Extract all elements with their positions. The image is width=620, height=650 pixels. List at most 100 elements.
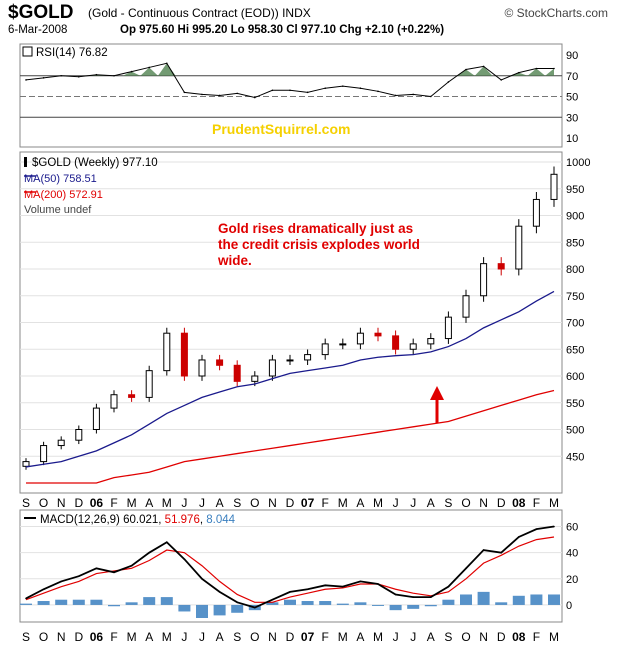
- rsi-point: [236, 92, 238, 95]
- annotation-text: Gold rises dramatically just as: [218, 221, 413, 236]
- macd-x-axis-label: M: [162, 630, 172, 644]
- rsi-point: [377, 90, 379, 93]
- x-axis-label: O: [39, 496, 48, 510]
- price-candle-body: [145, 370, 153, 398]
- macd-tick-label: 20: [566, 574, 578, 586]
- price-tick-label: 750: [566, 291, 584, 303]
- macd-point: [60, 580, 62, 583]
- x-axis-label: D: [497, 496, 506, 510]
- macd-point: [78, 575, 80, 577]
- macd-x-axis-label: M: [373, 630, 383, 644]
- macd-tick-label: 0: [566, 600, 572, 612]
- price-legend-marker: [24, 157, 27, 167]
- macd-x-axis-label: J: [181, 630, 187, 644]
- rsi-point: [271, 89, 274, 92]
- macd-point: [377, 583, 379, 585]
- x-axis-label: F: [110, 496, 117, 510]
- macd-x-axis-label: S: [233, 630, 241, 644]
- rsi-point: [324, 87, 327, 89]
- x-axis-label: S: [444, 496, 452, 510]
- macd-x-axis-label: 06: [90, 630, 104, 644]
- price-candle-body: [233, 364, 241, 382]
- rsi-point: [465, 68, 467, 71]
- price-candle-body: [92, 407, 100, 431]
- macd-x-axis-label: F: [533, 630, 540, 644]
- macd-line: [25, 525, 555, 609]
- price-candle-body: [22, 461, 30, 467]
- price-candle-body: [532, 198, 540, 227]
- x-axis-label: N: [57, 496, 66, 510]
- macd-x-axis-label: D: [74, 630, 83, 644]
- x-axis-label: F: [322, 496, 329, 510]
- annotation-text: wide.: [217, 253, 252, 268]
- macd-histogram-bar: [90, 599, 103, 605]
- macd-x-axis-label: J: [393, 630, 399, 644]
- rsi-point: [254, 96, 256, 99]
- ma200-legend: MA(200) 572.91: [24, 189, 103, 201]
- annotation-arrow-head: [430, 386, 444, 400]
- price-candle-body: [409, 343, 417, 350]
- x-axis-label: J: [181, 496, 187, 510]
- x-axis-label: M: [373, 496, 383, 510]
- macd-x-axis-label: A: [427, 630, 435, 644]
- price-tick-label: 500: [566, 425, 584, 437]
- chart-description: (Gold - Continuous Contract (EOD)) INDX: [88, 6, 311, 20]
- x-axis-label: J: [199, 496, 205, 510]
- rsi-point: [183, 91, 186, 94]
- macd-x-axis-label: A: [216, 630, 224, 644]
- macd-histogram-bar: [548, 594, 560, 605]
- x-axis-label: A: [356, 496, 364, 510]
- x-axis-label: S: [233, 496, 241, 510]
- macd-x-axis-label: A: [356, 630, 364, 644]
- price-candle-body: [198, 359, 206, 377]
- macd-point: [394, 593, 397, 596]
- macd-histogram-bar: [231, 604, 244, 613]
- macd-x-axis-label: J: [410, 630, 416, 644]
- rsi-point: [113, 74, 115, 77]
- price-tick-label: 700: [566, 318, 584, 330]
- macd-x-axis-label: A: [145, 630, 153, 644]
- macd-x-axis-label: S: [22, 630, 30, 644]
- macd-point: [148, 551, 150, 554]
- macd-tick-label: 40: [566, 548, 578, 560]
- price-candle-body: [480, 263, 488, 297]
- x-axis-label: 07: [301, 496, 315, 510]
- macd-point: [166, 541, 168, 544]
- rsi-point: [289, 89, 291, 92]
- macd-tick-label: 60: [566, 522, 578, 534]
- macd-point: [130, 564, 133, 567]
- macd-point: [430, 596, 432, 598]
- price-tick-label: 900: [566, 211, 584, 223]
- macd-histogram-bar: [55, 599, 68, 605]
- macd-histogram-bar: [512, 595, 525, 605]
- x-axis-label: O: [250, 496, 259, 510]
- macd-x-axis-label: O: [461, 630, 470, 644]
- macd-x-axis-label: N: [57, 630, 66, 644]
- x-axis-label: A: [216, 496, 224, 510]
- x-axis-label: J: [393, 496, 399, 510]
- rsi-point: [218, 94, 221, 97]
- macd-point: [359, 580, 362, 583]
- x-axis-label: D: [286, 496, 295, 510]
- price-candle-body: [356, 332, 364, 345]
- macd-point: [412, 596, 415, 598]
- x-axis-label: D: [74, 496, 83, 510]
- macd-histogram-bar: [389, 604, 402, 611]
- price-tick-label: 450: [566, 451, 584, 463]
- price-candle-body: [216, 359, 224, 366]
- price-candle-body: [392, 335, 400, 350]
- macd-signal-line: [25, 536, 555, 603]
- macd-histogram-bar: [354, 602, 367, 605]
- rsi-overbought-fill: [87, 63, 554, 76]
- x-axis-label: A: [427, 496, 435, 510]
- macd-point: [113, 571, 115, 574]
- macd-x-axis-label: F: [110, 630, 117, 644]
- macd-histogram-bar: [108, 604, 120, 607]
- ma50-legend: MA(50) 758.51: [24, 173, 97, 185]
- macd-x-axis-label: S: [444, 630, 452, 644]
- price-tick-label: 600: [566, 371, 584, 383]
- macd-histogram-bar: [424, 604, 437, 607]
- rsi-point: [500, 79, 503, 81]
- macd-point: [447, 585, 450, 588]
- macd-histogram-bar: [160, 597, 173, 605]
